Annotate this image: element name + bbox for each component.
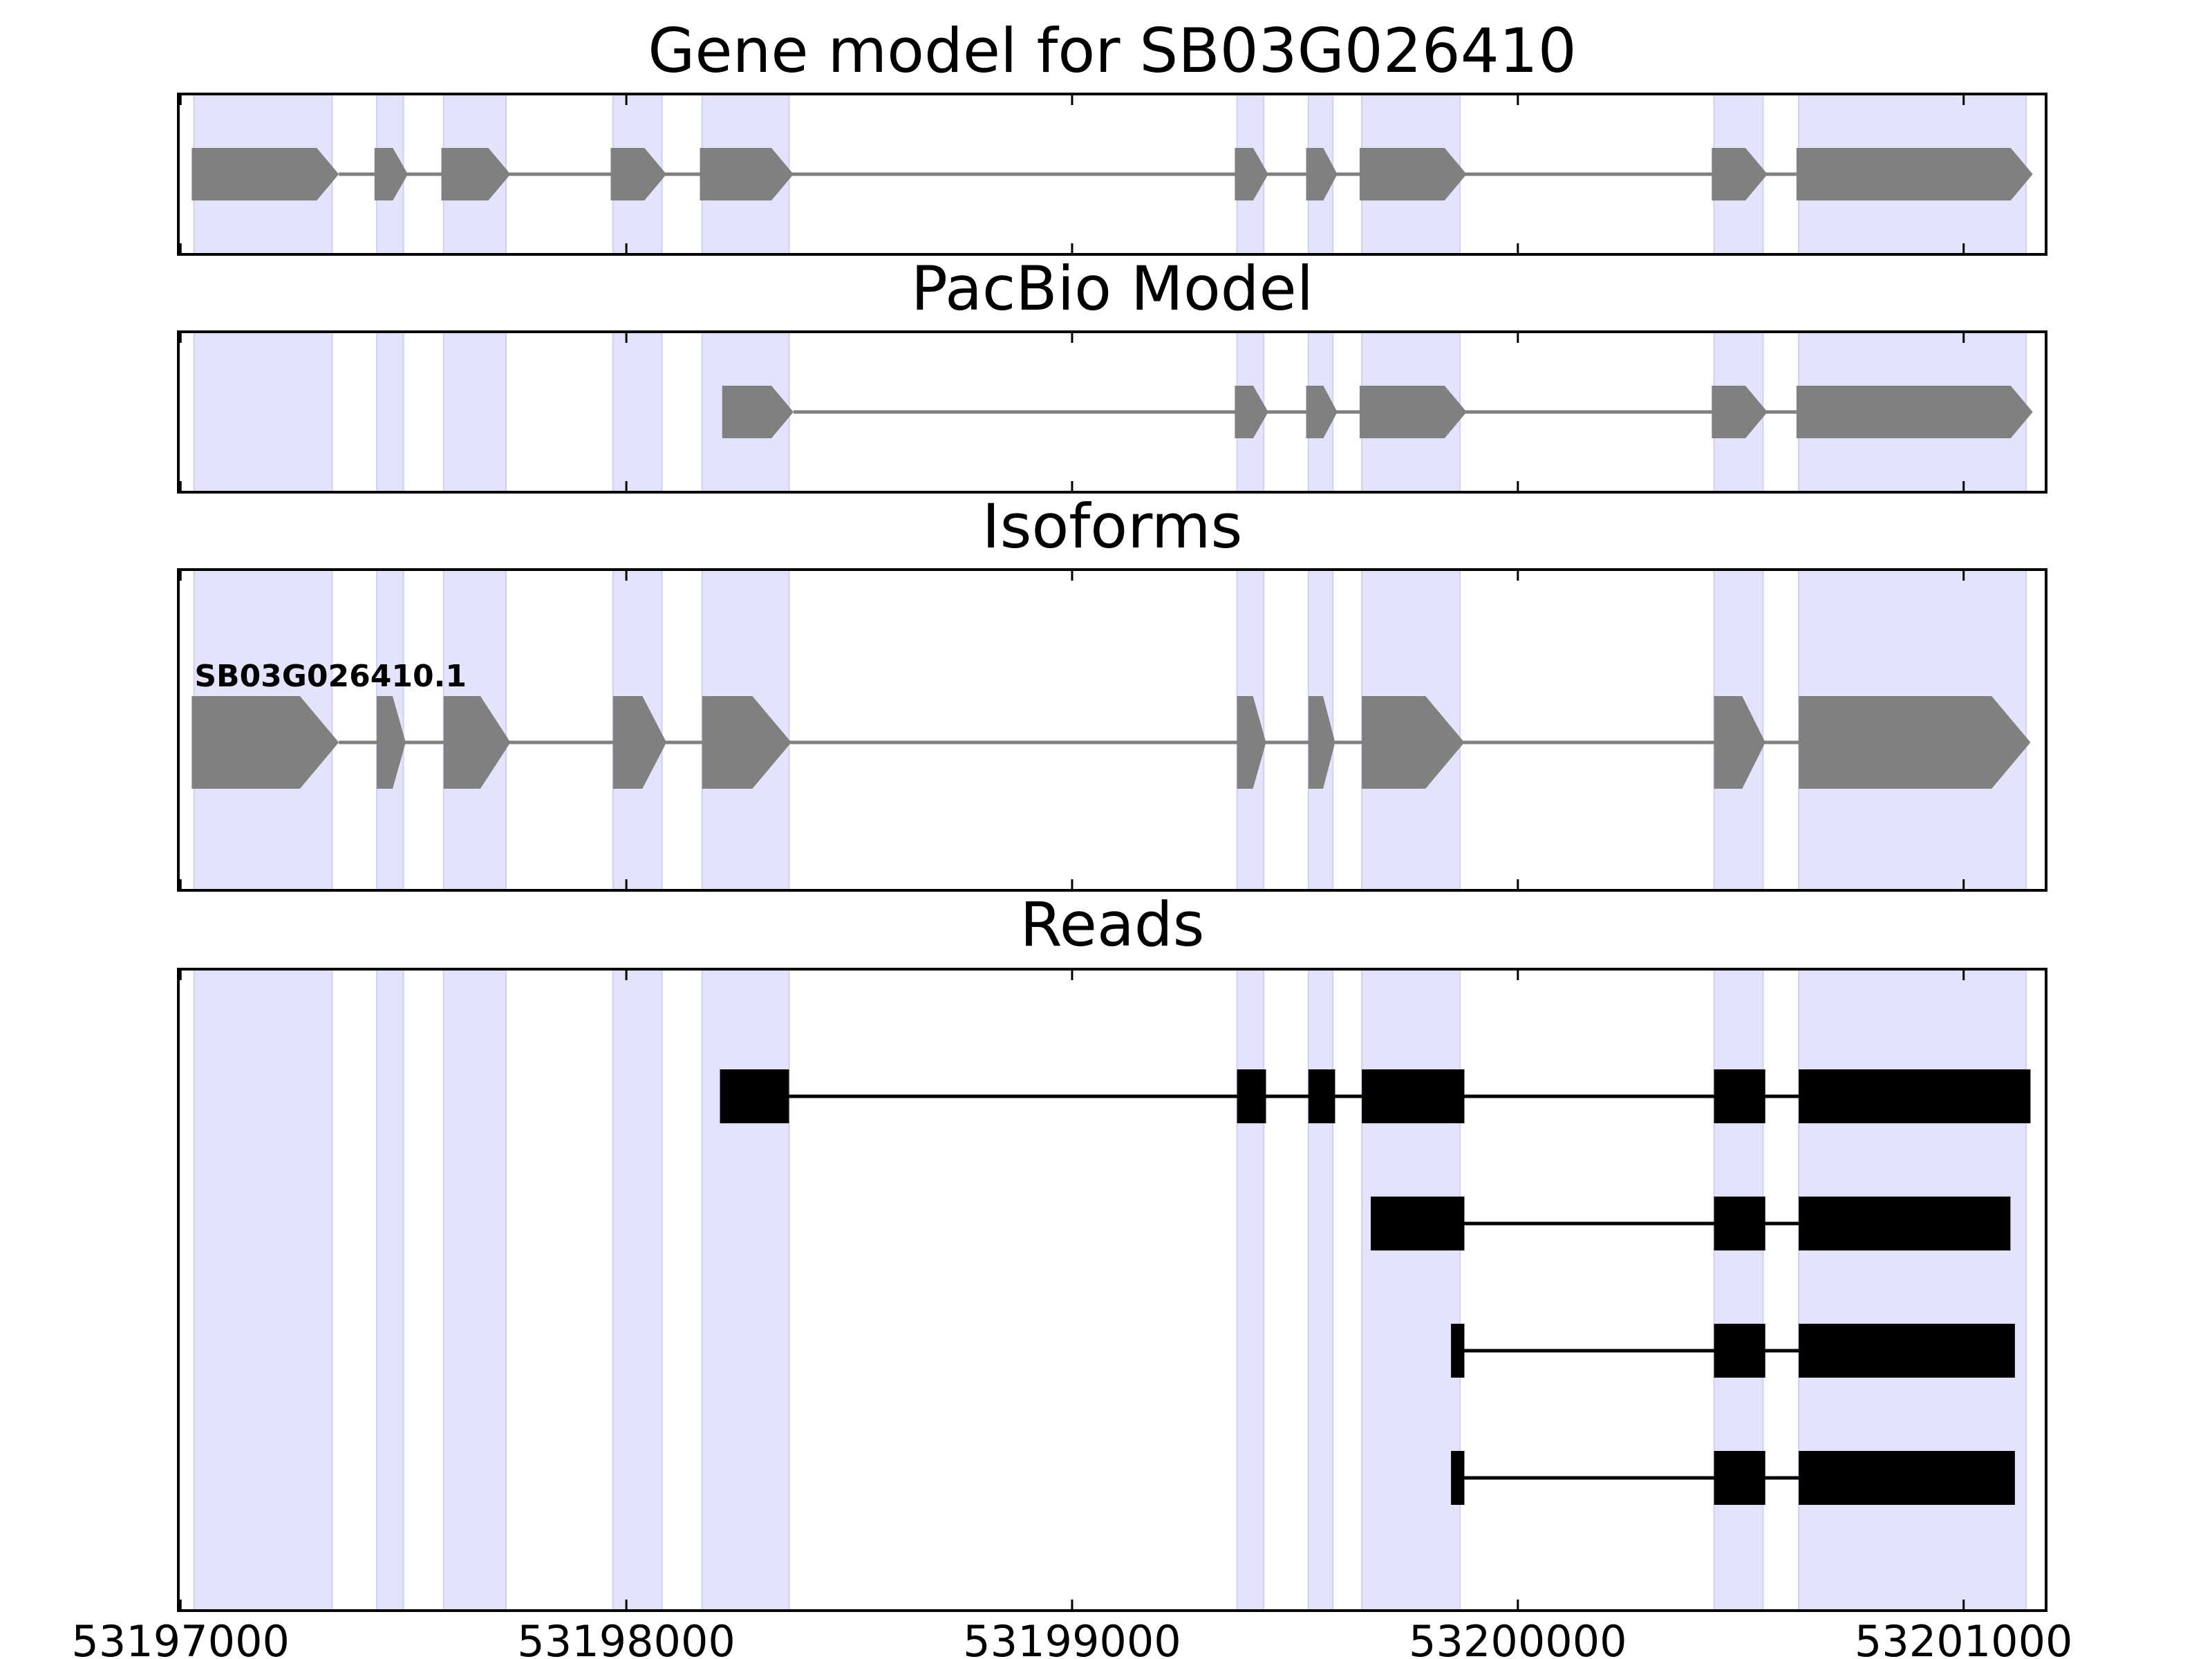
panels-layer: Gene model for SB03G026410 PacBio Model Is…: [71, 15, 2072, 1659]
panel-title: PacBio Model: [911, 253, 1313, 324]
x-tick-label: 53200000: [1409, 1616, 1627, 1659]
exon-block: [1799, 696, 2031, 789]
exon-block: [1235, 386, 1268, 438]
read-exon-block: [1714, 1069, 1765, 1123]
exon-block: [1359, 148, 1467, 200]
highlight-band: [612, 331, 663, 493]
highlight-band: [442, 968, 507, 1611]
highlight-band: [1713, 968, 1764, 1611]
exon-block: [191, 148, 339, 200]
panel-1: Gene model for SB03G026410: [177, 15, 2047, 256]
exon-block: [610, 148, 667, 200]
panel-frame: [177, 568, 2047, 892]
read-exon-block: [1237, 1069, 1266, 1123]
panel-2: PacBio Model: [177, 253, 2047, 494]
read-exon-block: [1799, 1197, 2011, 1250]
read-exon-block: [1308, 1069, 1335, 1123]
exon-block: [700, 148, 794, 200]
x-tick-label: 53198000: [517, 1616, 735, 1659]
highlight-band: [1307, 968, 1334, 1611]
exon-block: [702, 696, 791, 789]
panel-title: Gene model for SB03G026410: [648, 15, 1577, 86]
exon-block: [1714, 696, 1765, 789]
read-exon-block: [1371, 1197, 1465, 1250]
highlight-band: [1236, 968, 1265, 1611]
exon-block: [1306, 148, 1338, 200]
exon-block: [1306, 386, 1338, 438]
panel-4: Reads: [177, 889, 2047, 1612]
read-exon-block: [1799, 1069, 2031, 1123]
panel-title: Isoforms: [982, 491, 1243, 562]
exon-block: [374, 148, 409, 200]
highlight-band: [442, 331, 507, 493]
read-exon-block: [1451, 1451, 1465, 1505]
highlight-band: [193, 331, 333, 493]
read-exon-block: [1451, 1324, 1465, 1378]
exon-block: [1796, 148, 2033, 200]
exon-block: [1712, 386, 1768, 438]
read-exon-block: [1714, 1197, 1765, 1250]
panel-title: Reads: [1020, 889, 1205, 960]
panel-frame: [177, 330, 2047, 494]
read-exon-block: [1362, 1069, 1465, 1123]
exon-block: [1712, 148, 1768, 200]
read-exon-block: [1799, 1324, 2015, 1378]
exon-block: [722, 386, 794, 438]
highlight-band: [375, 331, 404, 493]
exon-block: [1796, 386, 2033, 438]
isoform-label: SB03G026410.1: [194, 659, 467, 694]
highlight-band: [701, 968, 790, 1611]
x-tick-label: 53201000: [1855, 1616, 2073, 1659]
x-tick-label: 53199000: [963, 1616, 1181, 1659]
highlight-band: [1798, 968, 2027, 1611]
exon-block: [1362, 696, 1465, 789]
highlight-band: [1361, 968, 1461, 1611]
exon-block: [1359, 386, 1467, 438]
panel-frame: [177, 968, 2047, 1612]
read-exon-block: [1714, 1451, 1765, 1505]
exon-block: [1308, 696, 1335, 789]
exon-block: [1237, 696, 1266, 789]
panel-frame: [177, 93, 2047, 256]
read-exon-block: [720, 1069, 789, 1123]
exon-block: [441, 148, 511, 200]
read-exon-block: [1799, 1451, 2015, 1505]
highlight-band: [612, 968, 663, 1611]
exon-block: [376, 696, 406, 789]
highlight-band: [193, 968, 333, 1611]
exon-block: [443, 696, 511, 789]
exon-block: [191, 696, 339, 789]
x-tick-label: 53197000: [71, 1616, 290, 1659]
highlight-band: [375, 968, 404, 1611]
panel-3: Isoforms SB03G026410.1: [177, 491, 2047, 892]
exon-block: [612, 696, 667, 789]
read-exon-block: [1714, 1324, 1765, 1378]
exon-block: [1235, 148, 1268, 200]
